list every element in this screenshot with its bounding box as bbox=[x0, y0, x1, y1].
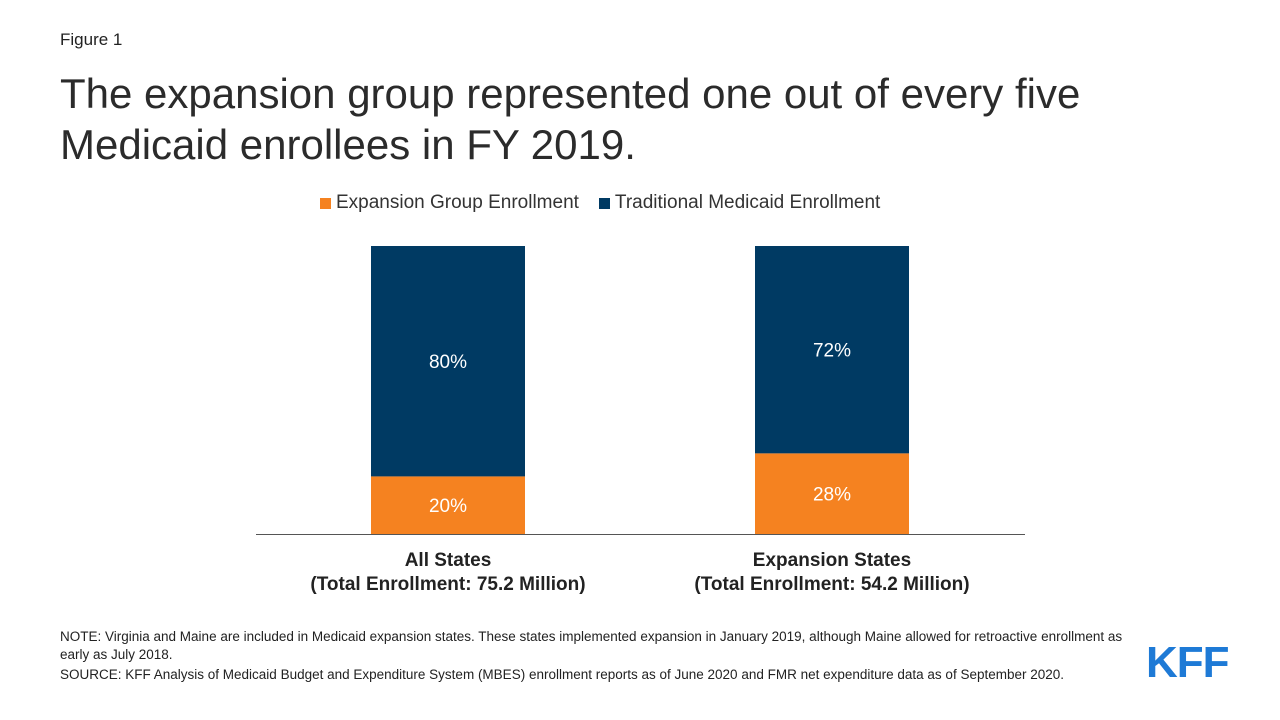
data-label-expansion-1: 28% bbox=[813, 485, 851, 506]
bar-expansion-0 bbox=[371, 476, 525, 534]
category-label-1: Expansion States bbox=[753, 550, 911, 571]
note-text: NOTE: Virginia and Maine are included in… bbox=[60, 629, 1123, 662]
legend-label-traditional: Traditional Medicaid Enrollment bbox=[614, 192, 881, 213]
chart-title: The expansion group represented one out … bbox=[60, 70, 1081, 168]
category-sublabel-0: (Total Enrollment: 75.2 Million) bbox=[310, 574, 585, 595]
legend-label-expansion: Expansion Group Enrollment bbox=[336, 192, 579, 213]
legend-item-expansion: Expansion Group Enrollment bbox=[320, 192, 579, 214]
category-label-0: All States bbox=[405, 550, 492, 571]
figure-label: Figure 1 bbox=[60, 30, 123, 49]
kff-logo: KFF bbox=[1146, 638, 1230, 687]
bar-traditional-0 bbox=[371, 246, 525, 477]
source-text: SOURCE: KFF Analysis of Medicaid Budget … bbox=[60, 667, 1065, 682]
legend-swatch-traditional bbox=[598, 197, 610, 209]
data-label-expansion-0: 20% bbox=[429, 496, 467, 517]
bar-traditional-1 bbox=[755, 246, 909, 454]
data-label-traditional-1: 72% bbox=[813, 341, 851, 362]
legend-swatch-expansion bbox=[320, 197, 331, 209]
category-sublabel-1: (Total Enrollment: 54.2 Million) bbox=[694, 574, 969, 595]
bar-expansion-1 bbox=[755, 453, 909, 534]
legend-item-traditional: Traditional Medicaid Enrollment bbox=[598, 192, 881, 214]
footnotes: NOTE: Virginia and Maine are included in… bbox=[60, 628, 1130, 686]
chart-legend: Expansion Group Enrollment Traditional M… bbox=[320, 192, 900, 214]
data-label-traditional-0: 80% bbox=[429, 352, 467, 373]
